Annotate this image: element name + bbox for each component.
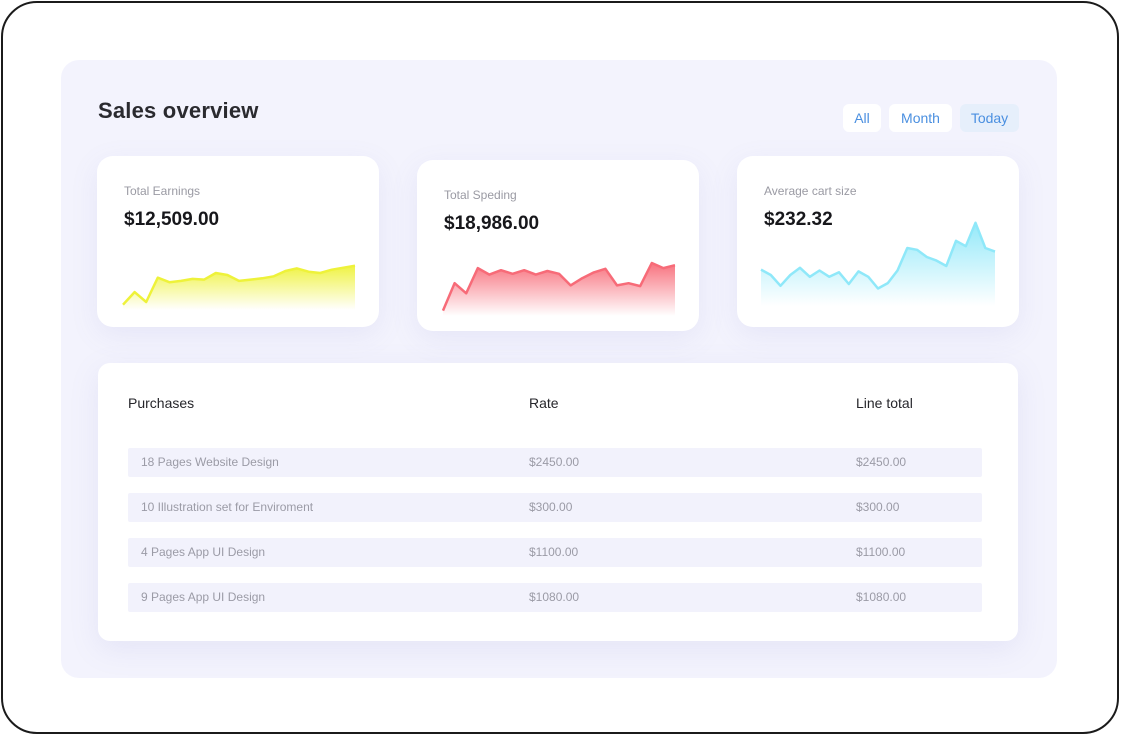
page-title: Sales overview [98, 98, 259, 123]
purchase-cell: 10 Illustration set for Enviroment [141, 500, 314, 514]
table-row[interactable]: 4 Pages App UI Design $1100.00 $1100.00 [128, 538, 982, 567]
card-label: Total Earnings [124, 184, 201, 198]
spending-trend-line [441, 261, 676, 312]
card-value: $232.32 [764, 209, 833, 230]
average-cart-card: Average cart size $232.32 [737, 156, 1019, 327]
filter-month-button[interactable]: Month [889, 104, 952, 132]
cart-trend-area [761, 222, 995, 306]
line-total-cell: $300.00 [856, 500, 900, 514]
filter-group: All Month Today [843, 104, 1019, 132]
rate-cell: $1080.00 [529, 590, 580, 604]
cart-trend-chart [760, 221, 996, 306]
table-row[interactable]: 9 Pages App UI Design $1080.00 $1080.00 [128, 583, 982, 612]
card-value: $12,509.00 [124, 209, 220, 230]
purchase-cell: 18 Pages Website Design [141, 455, 279, 469]
rate-cell: $300.00 [529, 500, 573, 514]
column-header-line-total: Line total [856, 395, 913, 411]
purchases-table: Purchases Rate Line total 18 Pages Websi… [98, 363, 1018, 641]
rate-cell: $1100.00 [529, 545, 579, 559]
line-total-cell: $1080.00 [856, 590, 907, 604]
line-total-cell: $1100.00 [856, 545, 906, 559]
total-spending-card: Total Speding $18,986.00 [417, 160, 699, 331]
column-header-rate: Rate [529, 395, 559, 411]
earnings-trend-chart [122, 264, 356, 310]
column-header-purchases: Purchases [128, 395, 195, 411]
table-row[interactable]: 18 Pages Website Design $2450.00 $2450.0… [128, 448, 982, 477]
card-value: $18,986.00 [444, 213, 540, 234]
spending-trend-area [443, 263, 675, 316]
earnings-trend-line [122, 264, 356, 306]
card-label: Total Speding [444, 188, 517, 202]
purchase-cell: 9 Pages App UI Design [141, 590, 266, 604]
filter-today-button[interactable]: Today [960, 104, 1019, 132]
cart-trend-line [760, 221, 996, 290]
purchase-cell: 4 Pages App UI Design [141, 545, 266, 559]
line-total-cell: $2450.00 [856, 455, 907, 469]
rate-cell: $2450.00 [529, 455, 580, 469]
total-earnings-card: Total Earnings $12,509.00 [97, 156, 379, 327]
earnings-trend-area [123, 265, 355, 310]
table-row[interactable]: 10 Illustration set for Enviroment $300.… [128, 493, 982, 522]
spending-trend-chart [441, 261, 676, 316]
card-label: Average cart size [764, 184, 857, 198]
filter-all-button[interactable]: All [843, 104, 881, 132]
